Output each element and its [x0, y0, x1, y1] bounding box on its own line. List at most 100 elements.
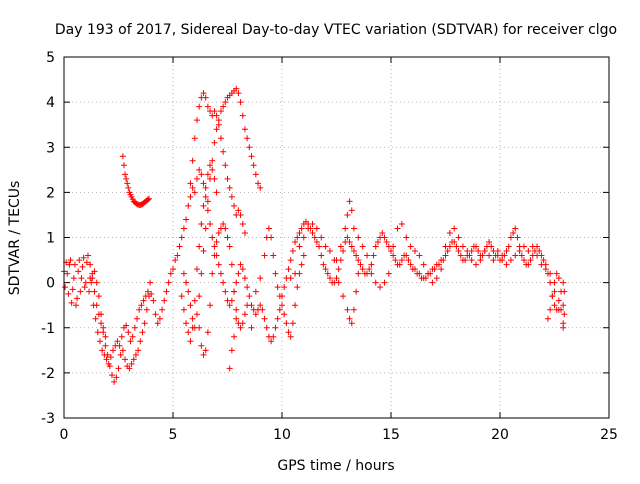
data-point [259, 306, 266, 313]
data-point [403, 252, 410, 259]
data-point [292, 302, 299, 309]
data-point [257, 302, 264, 309]
data-point [237, 99, 244, 106]
data-point [152, 311, 159, 318]
data-point [246, 144, 253, 151]
data-point [398, 220, 405, 227]
data-point [422, 275, 429, 282]
data-point [499, 252, 506, 259]
data-point [318, 234, 325, 241]
data-point [294, 284, 301, 291]
data-point [82, 279, 89, 286]
data-point [66, 261, 73, 268]
data-point [239, 220, 246, 227]
data-point [191, 189, 198, 196]
data-point [120, 162, 127, 169]
data-point [261, 315, 268, 322]
data-point [368, 270, 375, 277]
data-point [91, 288, 98, 295]
data-point [215, 229, 222, 236]
data-point [167, 270, 174, 277]
data-point [316, 243, 323, 250]
data-point [268, 338, 275, 345]
data-point [296, 243, 303, 250]
axis-ticks: 0 5 10 15 20 25 -3 -2 -1 0 1 2 3 4 5 [41, 50, 618, 443]
data-point [189, 315, 196, 322]
data-point [83, 259, 90, 266]
data-point [123, 322, 130, 329]
data-point [326, 248, 333, 255]
x-tick-label: 0 [60, 427, 69, 443]
data-point [215, 261, 222, 268]
data-point [555, 297, 562, 304]
data-point [193, 266, 200, 273]
data-point [337, 243, 344, 250]
data-point [379, 229, 386, 236]
data-point [228, 347, 235, 354]
data-point [340, 248, 347, 255]
data-point [486, 252, 493, 259]
data-point [178, 293, 185, 300]
data-point [544, 315, 551, 322]
data-point [252, 311, 259, 318]
data-point [475, 248, 482, 255]
data-point [527, 257, 534, 264]
data-point [248, 153, 255, 160]
data-point [344, 234, 351, 241]
data-point [534, 252, 541, 259]
data-point [394, 225, 401, 232]
data-point [98, 320, 105, 327]
data-point [143, 306, 150, 313]
data-point [117, 351, 124, 358]
data-point [364, 252, 371, 259]
data-point [326, 275, 333, 282]
data-point [71, 261, 78, 268]
data-point [185, 288, 192, 295]
data-point [335, 279, 342, 286]
data-point [518, 252, 525, 259]
data-point [270, 333, 277, 340]
data-point [244, 284, 251, 291]
data-point [156, 315, 163, 322]
data-point [309, 220, 316, 227]
data-point [70, 275, 77, 282]
data-point [131, 324, 138, 331]
data-point [141, 320, 148, 327]
data-point [503, 248, 510, 255]
data-point [342, 225, 349, 232]
data-point [69, 286, 76, 293]
data-point [551, 288, 558, 295]
data-point [62, 284, 69, 291]
data-point [560, 279, 567, 286]
data-point [125, 329, 132, 336]
data-point [165, 279, 172, 286]
data-point [180, 306, 187, 313]
data-point [473, 261, 480, 268]
data-point [257, 275, 264, 282]
data-point [72, 302, 79, 309]
data-point [139, 329, 146, 336]
data-point [455, 248, 462, 255]
data-point [346, 198, 353, 205]
data-point [468, 257, 475, 264]
data-point [198, 220, 205, 227]
data-point [383, 239, 390, 246]
data-point [350, 306, 357, 313]
data-point [512, 225, 519, 232]
data-point [455, 234, 462, 241]
data-point [147, 279, 154, 286]
x-tick-label: 20 [491, 427, 509, 443]
data-point [129, 333, 136, 340]
data-point [416, 252, 423, 259]
data-point [560, 324, 567, 331]
data-point [372, 243, 379, 250]
data-point [217, 270, 224, 277]
data-point [263, 324, 270, 331]
data-point [431, 266, 438, 273]
data-point [202, 347, 209, 354]
data-point [457, 252, 464, 259]
y-tick-label: -2 [41, 366, 55, 382]
data-point [222, 162, 229, 169]
data-point [403, 234, 410, 241]
